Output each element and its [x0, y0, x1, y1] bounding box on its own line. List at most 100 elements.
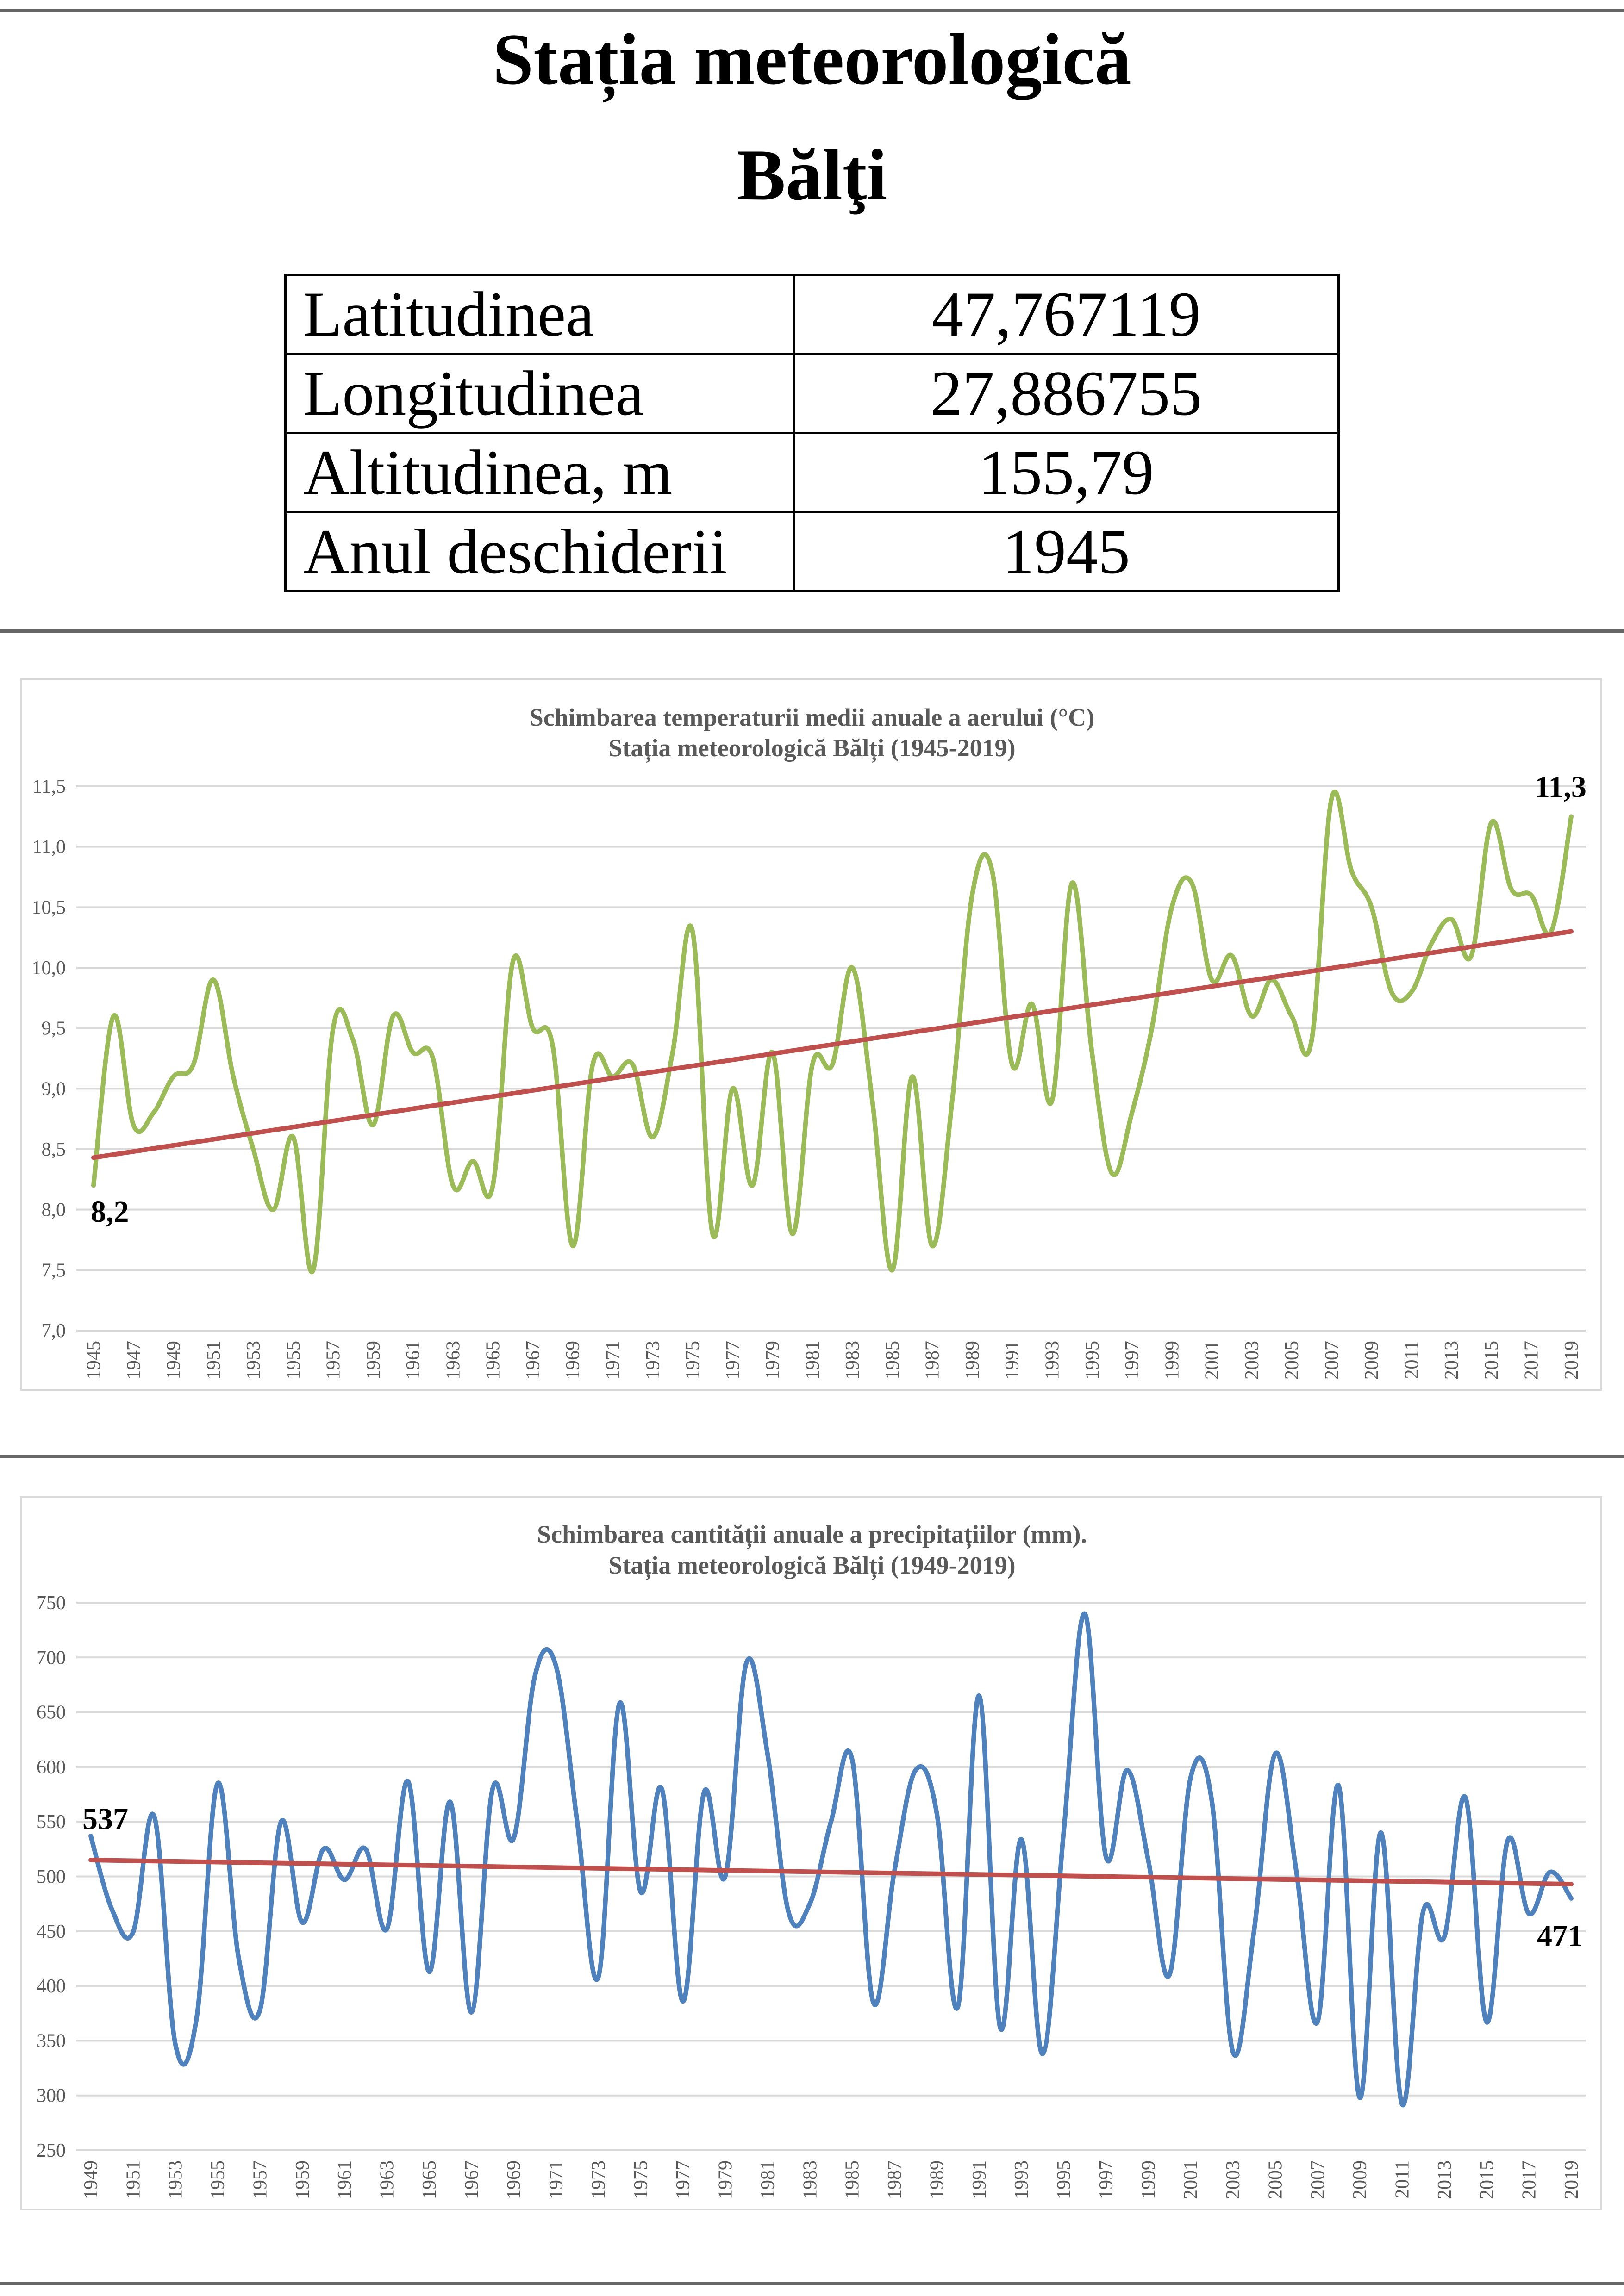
- x-tick-label: 2013: [1434, 2160, 1455, 2199]
- y-tick-label: 7,5: [42, 1260, 66, 1281]
- bottom-divider: [0, 2282, 1624, 2285]
- x-tick-label: 2007: [1307, 2160, 1329, 2199]
- x-tick-label: 1953: [243, 1341, 264, 1380]
- table-row: Latitudinea 47,767119: [284, 274, 1340, 355]
- x-tick-label: 1987: [884, 2160, 906, 2199]
- table-row: Altitudinea, m 155,79: [284, 432, 1340, 513]
- x-tick-label: 2017: [1519, 2160, 1540, 2199]
- x-tick-label: 1961: [334, 2160, 356, 2199]
- temperature-first-label: 8,2: [91, 1195, 129, 1229]
- x-tick-label: 2011: [1392, 2160, 1413, 2198]
- x-tick-label: 2013: [1441, 1341, 1462, 1380]
- y-tick-label: 300: [37, 2085, 66, 2107]
- x-tick-label: 1971: [546, 2160, 567, 2199]
- x-tick-label: 1957: [250, 2160, 271, 2199]
- x-tick-label: 1983: [800, 2160, 821, 2199]
- x-tick-label: 1975: [682, 1341, 704, 1380]
- y-tick-label: 11,5: [32, 776, 66, 797]
- y-tick-label: 11,0: [32, 837, 66, 858]
- x-tick-label: 1983: [842, 1341, 863, 1380]
- x-tick-label: 1969: [504, 2160, 525, 2199]
- x-tick-label: 1961: [403, 1341, 424, 1380]
- x-tick-label: 2017: [1521, 1341, 1543, 1380]
- x-tick-label: 1965: [483, 1341, 504, 1380]
- x-tick-label: 1991: [969, 2160, 990, 2199]
- x-tick-label: 1997: [1122, 1341, 1143, 1380]
- precipitation-chart-subtitle: Stația meteorologică Bălți (1949-2019): [608, 1551, 1015, 1580]
- x-tick-label: 2015: [1476, 2160, 1498, 2199]
- x-tick-label: 2001: [1181, 2160, 1202, 2199]
- x-tick-label: 1955: [207, 2160, 229, 2199]
- x-tick-label: 1951: [203, 1341, 225, 1380]
- y-tick-label: 350: [37, 2030, 66, 2052]
- x-tick-label: 2015: [1481, 1341, 1502, 1380]
- x-tick-label: 1959: [363, 1341, 384, 1380]
- x-tick-label: 1997: [1096, 2160, 1117, 2199]
- x-tick-label: 1981: [757, 2160, 779, 2199]
- x-tick-label: 2001: [1202, 1341, 1223, 1380]
- x-tick-label: 1989: [926, 2160, 948, 2199]
- section-divider: [0, 629, 1624, 633]
- x-tick-label: 1975: [631, 2160, 652, 2199]
- x-tick-label: 1951: [123, 2160, 144, 2199]
- row-label: Altitudinea, m: [284, 432, 795, 513]
- y-tick-label: 9,0: [42, 1078, 66, 1100]
- temperature-plot: 7,0 7,5 8,0 8,5 9,0 9,5 10,0 10,5 11,0 11,5 1945 19…: [32, 776, 1586, 1380]
- y-tick-label: 8,5: [42, 1139, 66, 1160]
- y-tick-label: 250: [37, 2140, 66, 2161]
- page-title-line2: Bălţi: [737, 135, 887, 216]
- precipitation-first-label: 537: [82, 1802, 128, 1836]
- section-divider: [0, 1455, 1624, 1458]
- y-tick-label: 10,0: [32, 958, 66, 979]
- x-tick-label: 1949: [81, 2160, 102, 2199]
- precipitation-chart-title: Schimbarea cantității anuale a precipita…: [537, 1520, 1087, 1549]
- x-tick-label: 1979: [762, 1341, 784, 1380]
- x-tick-label: 1989: [962, 1341, 983, 1380]
- precipitation-trend-line: [88, 1858, 1574, 1887]
- y-tick-label: 600: [37, 1757, 66, 1778]
- x-tick-label: 2005: [1281, 1341, 1303, 1380]
- temperature-last-label: 11,3: [1535, 770, 1587, 804]
- x-tick-label: 1981: [802, 1341, 824, 1380]
- y-tick-label: 650: [37, 1702, 66, 1724]
- temperature-series-line: [91, 789, 1574, 1275]
- table-row: Longitudinea 27,886755: [284, 353, 1340, 434]
- x-tick-label: 1973: [643, 1341, 664, 1380]
- y-tick-label: 400: [37, 1976, 66, 1997]
- x-tick-label: 1977: [673, 2160, 694, 2199]
- x-tick-label: 1973: [588, 2160, 609, 2199]
- x-tick-label: 2003: [1223, 2160, 1244, 2199]
- x-tick-label: 1991: [1002, 1341, 1023, 1380]
- x-tick-label: 2005: [1265, 2160, 1286, 2199]
- x-tick-label: 1985: [842, 2160, 863, 2199]
- x-tick-label: 1959: [292, 2160, 313, 2199]
- x-tick-label: 1993: [1011, 2160, 1032, 2199]
- temperature-chart-title: Schimbarea temperaturii medii anuale a a…: [530, 703, 1094, 731]
- x-tick-label: 1963: [443, 1341, 464, 1380]
- temperature-trend-line: [91, 929, 1574, 1160]
- x-tick-label: 1953: [165, 2160, 187, 2199]
- x-tick-label: 1967: [523, 1341, 544, 1380]
- x-tick-label: 1947: [123, 1341, 144, 1380]
- top-divider: [0, 9, 1624, 12]
- y-tick-label: 700: [37, 1647, 66, 1668]
- y-tick-label: 550: [37, 1811, 66, 1833]
- temperature-chart-subtitle: Stația meteorologică Bălți (1945-2019): [608, 734, 1015, 763]
- table-row: Anul deschiderii 1945: [284, 511, 1340, 592]
- x-tick-label: 1965: [419, 2160, 440, 2199]
- y-tick-label: 7,0: [42, 1320, 66, 1342]
- station-info-table: Latitudinea 47,767119 Longitudinea 27,8867…: [284, 274, 1340, 592]
- x-tick-label: 1971: [603, 1341, 624, 1380]
- x-tick-label: 1949: [163, 1341, 185, 1380]
- x-tick-label: 1957: [323, 1341, 344, 1380]
- x-tick-label: 1995: [1054, 2160, 1075, 2199]
- x-tick-label: 2011: [1401, 1341, 1423, 1379]
- x-tick-label: 2009: [1349, 2160, 1371, 2199]
- x-tick-label: 1985: [882, 1341, 903, 1380]
- row-value: 155,79: [793, 432, 1340, 513]
- y-tick-label: 500: [37, 1867, 66, 1888]
- precipitation-chart-frame: [20, 1496, 1602, 2210]
- x-tick-label: 1955: [283, 1341, 304, 1380]
- precipitation-plot: 250 300 350 400 450 500 550 600 650 700 750 1949 195…: [37, 1593, 1586, 2199]
- y-tick-label: 750: [37, 1593, 66, 1614]
